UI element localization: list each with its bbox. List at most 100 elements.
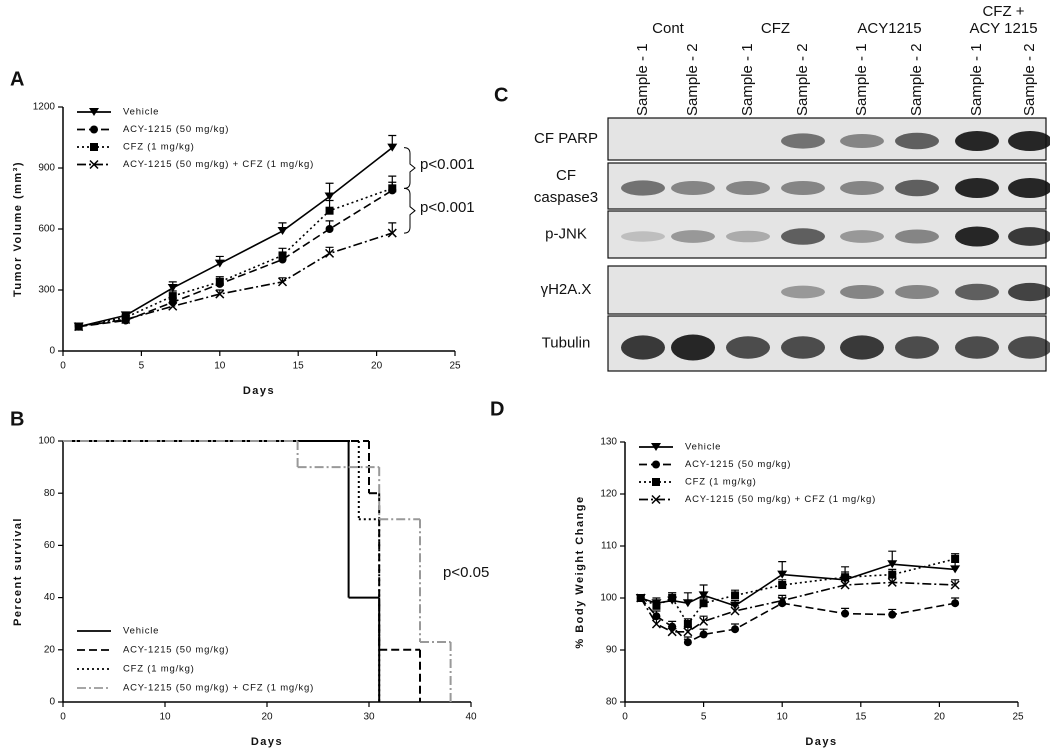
blot-band xyxy=(840,181,884,195)
y-tick-label: 110 xyxy=(601,541,617,552)
y-tick-label: 100 xyxy=(600,593,617,604)
x-axis-title: Days xyxy=(251,736,283,748)
y-tick-label: 90 xyxy=(606,645,618,656)
marker xyxy=(777,570,788,579)
marker xyxy=(651,443,661,451)
legend-label: ACY-1215 (50 mg/kg) xyxy=(123,645,229,656)
marker xyxy=(840,580,850,590)
marker xyxy=(90,143,98,151)
series-line xyxy=(640,597,956,644)
blot-band xyxy=(726,181,770,195)
y-tick-label: 300 xyxy=(38,285,55,296)
series-line xyxy=(640,558,956,626)
marker xyxy=(74,322,84,332)
legend-label: ACY-1215 (50 mg/kg) xyxy=(685,459,791,470)
blot-row-label: CF PARP xyxy=(534,130,598,147)
x-tick-label: 15 xyxy=(293,361,305,372)
x-axis-title: Days xyxy=(805,736,837,748)
blot-band xyxy=(955,131,999,151)
x-tick-label: 20 xyxy=(371,361,383,372)
p-value: p<0.05 xyxy=(443,564,489,581)
panel-label: B xyxy=(10,408,24,430)
sample-label: Sample - 1 xyxy=(968,43,985,116)
blot-band xyxy=(840,230,884,243)
x-tick-label: 0 xyxy=(622,712,628,723)
blot-band xyxy=(895,285,939,299)
x-tick-label: 10 xyxy=(159,712,171,723)
marker xyxy=(325,225,334,233)
y-tick-label: 0 xyxy=(49,346,55,357)
marker xyxy=(950,565,961,574)
marker xyxy=(731,625,740,634)
marker xyxy=(888,570,897,579)
marker xyxy=(887,560,898,569)
blot-band xyxy=(621,180,665,196)
marker xyxy=(325,206,334,215)
y-tick-label: 130 xyxy=(600,437,617,448)
marker xyxy=(325,248,335,258)
x-tick-label: 30 xyxy=(363,712,375,723)
x-tick-label: 0 xyxy=(60,361,66,372)
legend-label: ACY-1215 (50 mg/kg) + CFZ (1 mg/kg) xyxy=(123,159,314,170)
blot-band xyxy=(671,230,715,243)
marker xyxy=(388,184,397,193)
x-tick-label: 10 xyxy=(777,712,789,723)
legend-label: ACY-1215 (50 mg/kg) xyxy=(123,124,229,135)
marker xyxy=(778,581,787,589)
blot-row-label: p-JNK xyxy=(545,225,587,242)
marker xyxy=(215,289,225,299)
sample-label: Sample - 2 xyxy=(684,43,701,116)
blot-band xyxy=(955,178,999,198)
legend-label: Vehicle xyxy=(685,442,721,453)
group-label: ACY1215 xyxy=(857,20,921,37)
marker xyxy=(683,620,692,628)
sample-label: Sample - 2 xyxy=(794,43,811,116)
marker xyxy=(636,593,646,603)
group-label: CFZ + xyxy=(982,3,1024,20)
marker xyxy=(387,228,397,238)
x-axis-title: Days xyxy=(243,385,275,397)
blot-band xyxy=(781,133,825,149)
group-label: Cont xyxy=(652,20,685,37)
marker xyxy=(651,619,661,629)
sample-label: Sample - 2 xyxy=(1021,43,1038,116)
y-tick-label: 1200 xyxy=(33,102,56,113)
marker xyxy=(731,591,740,600)
p-value: p<0.001 xyxy=(420,156,475,173)
marker xyxy=(698,591,709,600)
series-line xyxy=(640,581,956,633)
blot-band xyxy=(621,231,665,242)
blot-row-label: γH2A.X xyxy=(541,281,592,298)
y-tick-label: 900 xyxy=(38,163,55,174)
y-tick-label: 600 xyxy=(38,224,55,235)
group-label: ACY 1215 xyxy=(969,20,1037,37)
marker xyxy=(668,594,677,602)
y-tick-label: 40 xyxy=(44,592,56,603)
sample-label: Sample - 2 xyxy=(908,43,925,116)
blot-band xyxy=(840,285,884,299)
marker xyxy=(841,573,850,582)
blot-band xyxy=(1008,336,1050,359)
marker xyxy=(730,606,740,616)
marker xyxy=(667,627,677,637)
blot-band xyxy=(895,179,939,197)
x-tick-label: 0 xyxy=(60,712,66,723)
blot-band xyxy=(1008,282,1050,302)
blot-band xyxy=(840,335,884,360)
x-tick-label: 5 xyxy=(139,361,145,372)
blot-band xyxy=(1008,227,1050,246)
marker xyxy=(168,301,178,311)
y-tick-label: 0 xyxy=(49,697,55,708)
marker xyxy=(89,108,99,116)
marker xyxy=(683,627,693,637)
sample-label: Sample - 1 xyxy=(853,43,870,116)
blot-band xyxy=(781,228,825,245)
y-tick-label: 80 xyxy=(44,488,56,499)
marker xyxy=(951,599,960,608)
blot-band xyxy=(726,230,770,243)
blot-band xyxy=(955,283,999,301)
blot-band xyxy=(895,132,939,150)
blot-band xyxy=(895,229,939,244)
marker xyxy=(841,609,850,618)
